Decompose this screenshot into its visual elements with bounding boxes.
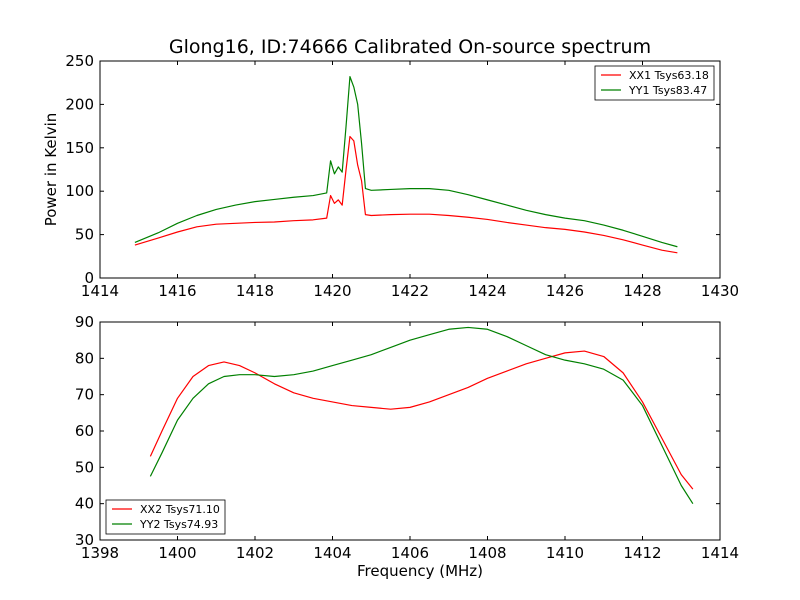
y-tick-label: 50: [75, 458, 94, 476]
chart-1: 1414 1416 1418 1420 1422 1424 1426 1428 1430 0 50 1…: [42, 52, 739, 300]
series-line-1-2: [134, 76, 678, 248]
y-tick-label: 80: [75, 349, 94, 367]
x-tick-label: 1410: [546, 544, 584, 562]
y-tick-label: 60: [75, 422, 94, 440]
y-tick-label: 90: [75, 313, 94, 331]
x-tick-label: 1414: [81, 282, 119, 300]
x-tick-label: 1408: [468, 544, 506, 562]
x-tick-label: 1412: [623, 544, 661, 562]
x-tick-label: 1424: [468, 282, 506, 300]
legend-entry-label: XX1 Tsys63.18: [629, 69, 709, 82]
x-tick-label: 1398: [81, 544, 119, 562]
y-tick-label: 70: [75, 386, 94, 404]
series-line-1-1: [134, 135, 678, 254]
y-tick-label: 200: [65, 95, 94, 113]
x-tick-label: 1420: [313, 282, 351, 300]
x-tick-label: 1430: [701, 282, 739, 300]
y-tick-label: 100: [65, 182, 94, 200]
x-tick-label: 1426: [546, 282, 584, 300]
x-tick-label: 1404: [313, 544, 351, 562]
legend-entry-label: XX2 Tsys71.10: [140, 503, 220, 516]
x-tick-label: 1418: [236, 282, 274, 300]
y-tick-label: 50: [75, 226, 94, 244]
y-tick-label: 30: [75, 531, 94, 549]
x-tick-label: 1416: [158, 282, 196, 300]
legend-2: XX2 Tsys71.10 YY2 Tsys74.93: [105, 499, 226, 535]
legend-box: [594, 65, 715, 101]
y-tick-label: 250: [65, 52, 94, 70]
x-tick-label: 1414: [701, 544, 739, 562]
x-tick-label: 1406: [391, 544, 429, 562]
y-tick-label: 150: [65, 139, 94, 157]
x-tick-label: 1402: [236, 544, 274, 562]
x-tick-label: 1428: [623, 282, 661, 300]
x-tick-label: 1422: [391, 282, 429, 300]
y-tick-label: 0: [84, 269, 94, 287]
legend-entry-label: YY1 Tsys83.47: [628, 84, 707, 97]
legend-1: XX1 Tsys63.18 YY1 Tsys83.47: [594, 65, 715, 101]
series-line-2-2: [149, 326, 694, 504]
y-axis-label: Power in Kelvin: [42, 113, 60, 227]
x-tick-label: 1400: [158, 544, 196, 562]
series-line-2-1: [149, 350, 694, 490]
y-tick-label: 40: [75, 495, 94, 513]
plots-layer: 1414 1416 1418 1420 1422 1424 1426 1428 14300501…: [42, 52, 739, 580]
chart-2: 1398 1400 1402 1404 1406 1408 1410 1412 1414 30 40…: [75, 313, 739, 580]
figure-title: Glong16, ID:74666 Calibrated On-source s…: [169, 36, 651, 58]
legend-box: [105, 499, 226, 535]
legend-entry-label: YY2 Tsys74.93: [139, 518, 218, 531]
x-axis-label: Frequency (MHz): [357, 562, 483, 580]
